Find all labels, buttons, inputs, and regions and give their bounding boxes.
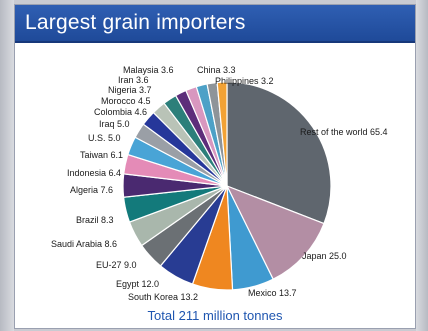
chart-card: Largest grain importers Rest of the worl… xyxy=(14,4,416,329)
pie-slice-philippines xyxy=(216,81,228,187)
slice-label-egypt: Egypt 12.0 xyxy=(116,279,159,289)
slice-label-iraq: Iraq 5.0 xyxy=(99,119,130,129)
slice-label-nigeria: Nigeria 3.7 xyxy=(108,85,152,95)
slice-label-brazil: Brazil 8.3 xyxy=(76,215,114,225)
slice-label-mexico: Mexico 13.7 xyxy=(248,288,297,298)
slice-label-algeria: Algeria 7.6 xyxy=(70,185,113,195)
left-frame-border xyxy=(0,0,14,331)
slice-label-iran: Iran 3.6 xyxy=(118,75,149,85)
right-frame-border xyxy=(416,0,428,331)
pie-slice-rest-of-the-world xyxy=(226,81,332,225)
slice-label-saudi-arabia: Saudi Arabia 8.6 xyxy=(51,239,117,249)
slice-label-rest-of-the-world: Rest of the world 65.4 xyxy=(300,127,388,137)
slice-label-indonesia: Indonesia 6.4 xyxy=(67,168,121,178)
slice-label-japan: Japan 25.0 xyxy=(302,251,347,261)
slice-label-u-s: U.S. 5.0 xyxy=(88,133,121,143)
slice-label-malaysia: Malaysia 3.6 xyxy=(123,65,174,75)
pie-slice-japan xyxy=(225,184,325,281)
chart-title: Largest grain importers xyxy=(25,11,246,34)
slice-label-taiwan: Taiwan 6.1 xyxy=(80,150,123,160)
slice-label-colombia: Colombia 4.6 xyxy=(94,107,147,117)
total-label: Total 211 million tonnes xyxy=(147,308,283,323)
slice-label-china: China 3.3 xyxy=(197,65,236,75)
pie-chart-area: Rest of the world 65.4 Japan 25.0 Mexico 1… xyxy=(15,43,415,328)
pie-chart: Rest of the world 65.4 Japan 25.0 Mexico 1… xyxy=(51,65,388,302)
slice-label-eu-27: EU-27 9.0 xyxy=(96,260,137,270)
slice-label-morocco: Morocco 4.5 xyxy=(101,96,151,106)
title-bar: Largest grain importers xyxy=(15,5,415,43)
slice-label-south-korea: South Korea 13.2 xyxy=(128,292,198,302)
slice-label-philippines: Philippines 3.2 xyxy=(215,76,274,86)
